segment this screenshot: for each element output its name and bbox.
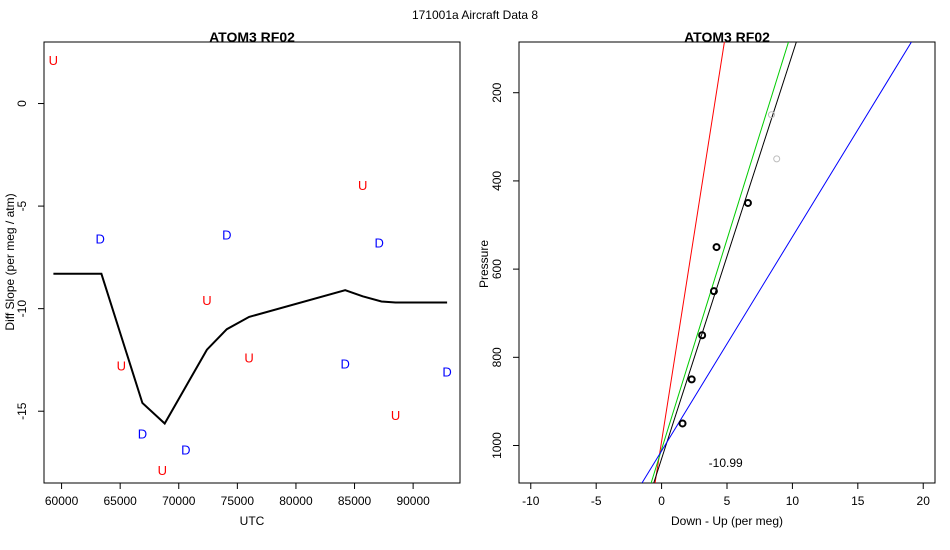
left-y-axis-label: Diff Slope (per meg / atm) — [3, 193, 17, 330]
left-chart-title: ATOM3 RF02 — [209, 29, 295, 45]
right-data-point — [698, 331, 707, 340]
right-data-point — [712, 243, 721, 252]
down-point-label: D — [96, 231, 105, 246]
left-axis-ticks: 60000 65000 70000 75000 80000 85000 90000 -15 -1… — [15, 100, 430, 508]
right-fit-line — [653, 42, 797, 483]
right-x-tick-label: 10 — [786, 494, 800, 508]
up-point-label: U — [244, 350, 253, 365]
right-data-point — [743, 198, 752, 207]
right-x-tick-label: 5 — [724, 494, 731, 508]
left-chart: ATOM3 RF02 UTC Diff Slope (per meg / atm… — [3, 29, 461, 528]
right-data-point — [687, 375, 696, 384]
right-fit-line — [654, 42, 725, 483]
left-series-line — [53, 272, 448, 426]
up-point-label: U — [117, 359, 126, 374]
right-y-tick-label: 400 — [490, 171, 504, 191]
right-x-tick-label: 0 — [658, 494, 665, 508]
right-y-tick-label: 1000 — [490, 432, 504, 459]
right-y-axis-label: Pressure — [477, 240, 491, 288]
left-x-tick-label: 80000 — [279, 494, 313, 508]
right-annotation: -10.99 — [709, 456, 743, 470]
right-data-point — [678, 419, 687, 428]
left-y-tick-label: 0 — [15, 100, 29, 107]
right-chart-title: ATOM3 RF02 — [684, 29, 770, 45]
right-x-tick-label: 20 — [917, 494, 931, 508]
right-data-marks: -10.99 — [641, 42, 912, 483]
down-point-label: D — [222, 227, 231, 242]
down-point-label: D — [138, 426, 147, 441]
left-y-tick-label: -15 — [15, 402, 29, 420]
right-axis-ticks: -10 -5 0 5 10 15 20 200 400 600 800 1000 — [490, 82, 930, 508]
right-fit-line — [650, 42, 789, 483]
down-point-label: D — [340, 357, 349, 372]
left-y-tick-label: -5 — [15, 200, 29, 211]
up-point-label: U — [202, 293, 211, 308]
figure-title: 171001a Aircraft Data 8 — [412, 8, 538, 22]
down-point-label: D — [442, 365, 451, 380]
left-x-tick-label: 60000 — [45, 494, 79, 508]
left-x-tick-label: 90000 — [396, 494, 430, 508]
up-point-label: U — [158, 463, 167, 478]
right-plot-frame — [518, 41, 936, 484]
right-x-tick-label: 15 — [851, 494, 865, 508]
right-x-tick-label: -5 — [591, 494, 602, 508]
left-x-tick-label: 75000 — [221, 494, 255, 508]
right-fit-line — [641, 42, 912, 483]
left-x-tick-label: 85000 — [338, 494, 372, 508]
right-y-tick-label: 800 — [490, 347, 504, 367]
down-point-label: D — [374, 236, 383, 251]
right-excluded-point — [767, 111, 775, 119]
right-x-axis-label: Down - Up (per meg) — [671, 514, 783, 528]
up-point-label: U — [391, 408, 400, 423]
left-x-tick-label: 65000 — [103, 494, 137, 508]
right-y-tick-label: 600 — [490, 259, 504, 279]
down-point-label: D — [181, 443, 190, 458]
right-x-tick-label: -10 — [522, 494, 540, 508]
right-data-point — [709, 287, 718, 296]
left-x-axis-label: UTC — [240, 514, 265, 528]
left-y-tick-label: -10 — [15, 300, 29, 318]
left-x-tick-label: 70000 — [162, 494, 196, 508]
right-y-tick-label: 200 — [490, 82, 504, 102]
up-point-label: U — [358, 178, 367, 193]
right-chart: ATOM3 RF02 Down - Up (per meg) Pressure … — [477, 29, 936, 528]
left-plot-frame — [43, 41, 461, 484]
up-point-label: U — [49, 53, 58, 68]
right-excluded-point — [773, 155, 781, 163]
